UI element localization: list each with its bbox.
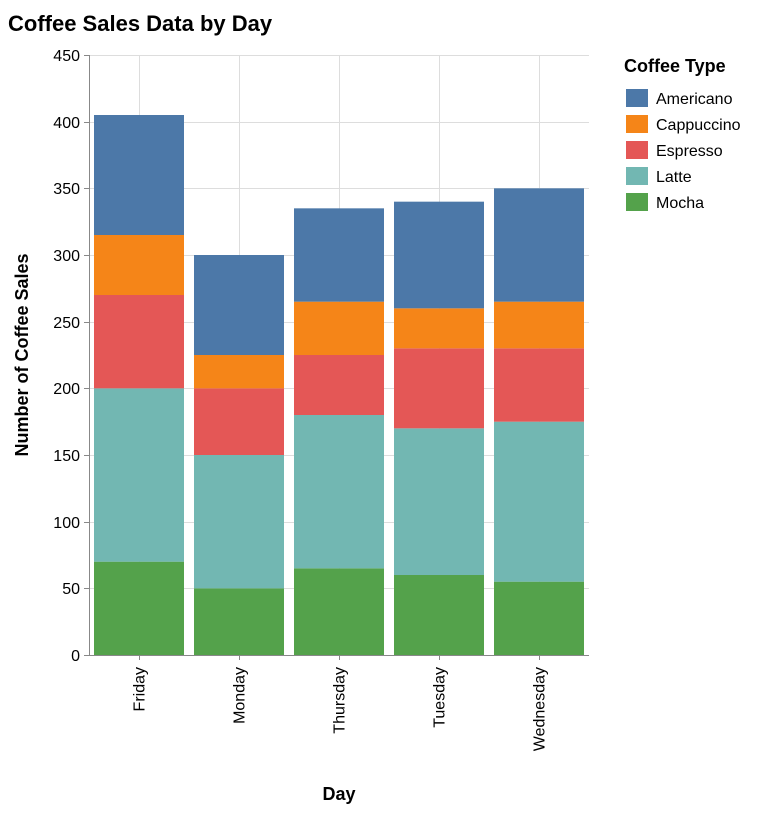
- bar-segment-americano-friday: [94, 115, 184, 235]
- bar-segment-cappuccino-thursday: [294, 301, 384, 355]
- bar-segment-mocha-thursday: [294, 568, 384, 655]
- bar-segment-mocha-wednesday: [494, 581, 584, 655]
- bar-segment-espresso-friday: [94, 295, 184, 389]
- x-tick-label: Thursday: [332, 667, 349, 734]
- bar-segment-cappuccino-wednesday: [494, 301, 584, 349]
- y-tick-label: 100: [53, 515, 80, 532]
- legend-label-americano: Americano: [656, 91, 733, 108]
- bar-segment-latte-tuesday: [394, 428, 484, 575]
- legend-title: Coffee Type: [624, 56, 726, 76]
- bar-segment-latte-thursday: [294, 415, 384, 569]
- y-tick-label: 150: [53, 448, 80, 465]
- y-tick-label: 350: [53, 181, 80, 198]
- x-tick-label: Monday: [232, 667, 249, 724]
- axes: 0 50 100 150 200 250 300 350 400 450 Friday Monday T…: [53, 48, 589, 751]
- legend-swatch-espresso: [626, 141, 648, 159]
- chart-title: Coffee Sales Data by Day: [8, 11, 273, 36]
- bar-segment-espresso-thursday: [294, 355, 384, 415]
- y-tick-label: 300: [53, 248, 80, 265]
- bar-segment-americano-wednesday: [494, 188, 584, 302]
- bar-segment-latte-friday: [94, 388, 184, 562]
- legend-swatch-cappuccino: [626, 115, 648, 133]
- bar-segment-cappuccino-monday: [194, 355, 284, 389]
- bar-segment-americano-monday: [194, 255, 284, 355]
- bar-segment-americano-tuesday: [394, 201, 484, 309]
- y-tick-label: 50: [62, 581, 80, 598]
- bar-segment-espresso-monday: [194, 388, 284, 455]
- y-tick-label: 0: [71, 648, 80, 665]
- bars: [94, 115, 584, 655]
- y-tick-label: 250: [53, 315, 80, 332]
- y-tick-label: 400: [53, 115, 80, 132]
- legend-swatch-americano: [626, 89, 648, 107]
- bar-segment-cappuccino-friday: [94, 235, 184, 295]
- bar-segment-espresso-wednesday: [494, 348, 584, 422]
- legend: Coffee Type Americano Cappuccino Espresso L…: [624, 56, 741, 212]
- y-tick-label: 200: [53, 381, 80, 398]
- bar-segment-cappuccino-tuesday: [394, 308, 484, 349]
- legend-label-mocha: Mocha: [656, 195, 704, 212]
- bar-segment-mocha-monday: [194, 588, 284, 655]
- bar-segment-mocha-friday: [94, 561, 184, 655]
- x-tick-label: Friday: [132, 667, 149, 711]
- bar-segment-espresso-tuesday: [394, 348, 484, 429]
- y-axis-title: Number of Coffee Sales: [12, 253, 32, 456]
- y-tick-label: 450: [53, 48, 80, 65]
- legend-swatch-mocha: [626, 193, 648, 211]
- legend-swatch-latte: [626, 167, 648, 185]
- legend-label-latte: Latte: [656, 169, 692, 186]
- legend-label-cappuccino: Cappuccino: [656, 117, 741, 134]
- x-axis-title: Day: [322, 784, 355, 804]
- bar-segment-mocha-tuesday: [394, 575, 484, 655]
- bar-segment-latte-monday: [194, 455, 284, 589]
- legend-label-espresso: Espresso: [656, 143, 723, 160]
- x-tick-label: Wednesday: [532, 667, 549, 751]
- x-tick-label: Tuesday: [432, 667, 449, 728]
- bar-segment-latte-wednesday: [494, 421, 584, 582]
- bar-segment-americano-thursday: [294, 208, 384, 302]
